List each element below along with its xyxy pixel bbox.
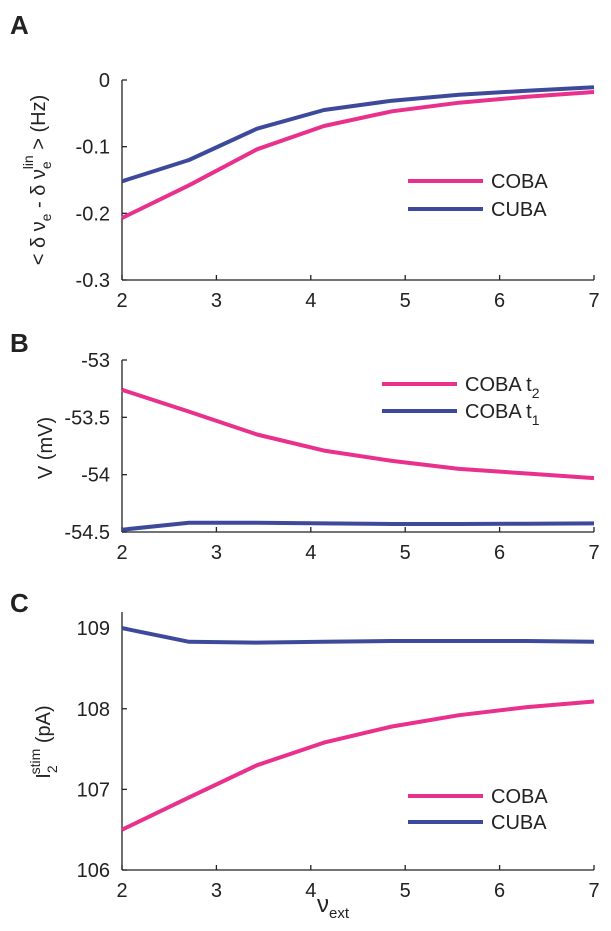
ylabel-a-e1: e	[38, 213, 54, 221]
panel-a: A < δ νe - δ νelin > (Hz) 2 3 4 5 6 70-0.1-0.…	[10, 10, 600, 312]
series-line-coba	[121, 699, 595, 832]
ylabel-a-lin: lin	[20, 155, 36, 169]
y-tick-label: -0.3	[76, 270, 110, 292]
series-line-coba	[121, 90, 595, 220]
series-line-coba-t2	[121, 387, 595, 481]
series-line-coba-t1	[121, 520, 595, 532]
legend-label-subscript: 2	[532, 385, 540, 401]
y-tick-label: -54	[81, 465, 110, 487]
ylabel-c-sup: stim	[27, 749, 43, 775]
x-tick-label: 3	[211, 542, 222, 564]
y-tick-label: 109	[77, 618, 110, 640]
legend-label-text: CUBA	[491, 199, 547, 221]
panel-letter-b: B	[10, 328, 29, 358]
legend-label-text: COBA	[491, 171, 548, 193]
ylabel-c-sub: 2	[44, 765, 60, 773]
x-tick-label: 4	[305, 542, 316, 564]
legend-label-text: COBA	[491, 786, 548, 808]
x-tick-label: 2	[116, 290, 127, 312]
ylabel-a-lt: < δ ν	[28, 221, 50, 265]
x-axis-label-sub: ext	[329, 905, 350, 922]
x-tick-label: 5	[400, 880, 411, 902]
x-tick-label: 5	[400, 290, 411, 312]
x-tick-label: 6	[494, 542, 505, 564]
ylabel-a-gt: > (Hz)	[28, 95, 50, 156]
y-tick-label: 108	[77, 699, 110, 721]
ylabel-c-base: I	[33, 773, 55, 779]
y-tick-label: -0.1	[76, 137, 110, 159]
series-line-cuba	[121, 85, 595, 184]
y-tick-label: 107	[77, 779, 110, 801]
y-tick-label: 106	[77, 860, 110, 882]
y-tick-label: 0	[99, 70, 110, 92]
legend-label-text: COBA t	[465, 401, 532, 423]
ylabel-c-rest: (pA)	[33, 705, 55, 748]
x-tick-label: 7	[588, 880, 599, 902]
series-line-cuba	[121, 626, 595, 645]
x-tick-label: 4	[305, 880, 316, 902]
x-tick-label: 3	[211, 880, 222, 902]
panel-letter-c: C	[10, 588, 29, 618]
x-tick-label: 5	[400, 542, 411, 564]
x-tick-label: 7	[588, 290, 599, 312]
legend-label: CUBA	[491, 199, 547, 221]
legend-label-text: COBA t	[465, 374, 532, 396]
legend-label: COBA t1	[465, 401, 540, 428]
legend-label-text: CUBA	[491, 812, 547, 834]
x-tick-label: 7	[588, 542, 599, 564]
y-axis-label-c: I2stim (pA)	[27, 705, 60, 778]
x-tick-label: 2	[116, 880, 127, 902]
x-tick-label: 6	[494, 880, 505, 902]
panel-letter-a: A	[10, 10, 29, 40]
legend-label: COBA t2	[465, 374, 540, 401]
x-tick-label: 6	[494, 290, 505, 312]
y-tick-label: -53	[81, 350, 110, 372]
y-axis-label-b: V (mV)	[35, 417, 57, 479]
y-tick-label: -53.5	[64, 407, 110, 429]
legend-label: COBA	[491, 171, 548, 193]
y-tick-label: -0.2	[76, 203, 110, 225]
x-tick-label: 4	[305, 290, 316, 312]
legend-label-subscript: 1	[532, 412, 540, 428]
ylabel-a-e2: e	[38, 161, 54, 169]
legend-label: COBA	[491, 786, 548, 808]
x-tick-label: 2	[116, 542, 127, 564]
y-tick-label: -54.5	[64, 522, 110, 544]
x-tick-label: 3	[211, 290, 222, 312]
legend-label: CUBA	[491, 812, 547, 834]
y-axis-label-a: < δ νe - δ νelin > (Hz)	[20, 95, 54, 266]
x-axis-label-base: ν	[317, 891, 329, 918]
ylabel-a-minus: - δ ν	[28, 169, 50, 213]
x-axis-label: νext	[317, 891, 350, 922]
